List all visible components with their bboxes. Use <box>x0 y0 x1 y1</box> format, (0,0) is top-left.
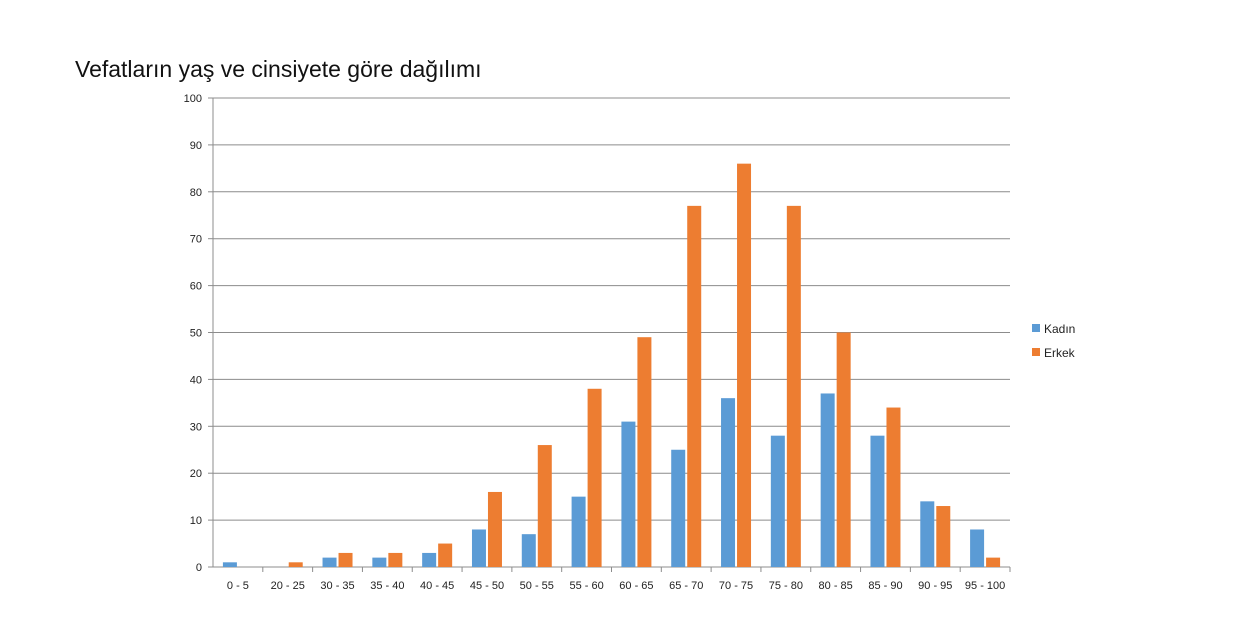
bar-erkek-7 <box>587 388 602 567</box>
legend-swatch <box>1032 348 1040 356</box>
bar-erkek-1 <box>288 562 303 567</box>
chart-title: Vefatların yaş ve cinsiyete göre dağılım… <box>75 56 482 82</box>
bar-erkek-6 <box>537 445 552 567</box>
y-tick-label: 50 <box>190 328 202 340</box>
bar-kad-n-6 <box>521 534 536 567</box>
bar-kad-n-8 <box>621 421 636 567</box>
y-tick-label: 100 <box>184 93 202 105</box>
bar-kad-n-2 <box>322 557 337 567</box>
y-tick-label: 70 <box>190 234 202 246</box>
bar-erkek-9 <box>687 205 702 567</box>
bar-erkek-10 <box>737 163 752 567</box>
bar-kad-n-7 <box>571 496 586 567</box>
bar-erkek-15 <box>986 557 1001 567</box>
bar-erkek-12 <box>836 332 851 567</box>
y-tick-label: 0 <box>196 562 202 574</box>
bar-kad-n-9 <box>671 449 686 567</box>
bar-kad-n-12 <box>820 393 835 567</box>
legend-swatch <box>1032 324 1040 332</box>
bar-kad-n-3 <box>372 557 387 567</box>
y-tick-label: 80 <box>190 187 202 199</box>
x-tick-label: 85 - 90 <box>868 580 902 592</box>
bars <box>222 163 1001 567</box>
x-tick-label: 50 - 55 <box>520 580 554 592</box>
bar-kad-n-11 <box>770 435 785 567</box>
x-tick-label: 80 - 85 <box>819 580 853 592</box>
y-tick-label: 90 <box>190 140 202 152</box>
y-tick-label: 20 <box>190 468 202 480</box>
bar-erkek-5 <box>487 491 502 567</box>
x-tick-label: 90 - 95 <box>918 580 952 592</box>
bar-kad-n-0 <box>222 562 237 567</box>
x-tick-label: 35 - 40 <box>370 580 404 592</box>
bar-erkek-13 <box>886 407 901 567</box>
bar-erkek-14 <box>936 506 951 567</box>
bar-kad-n-15 <box>970 529 985 567</box>
x-tick-label: 60 - 65 <box>619 580 653 592</box>
bar-kad-n-10 <box>721 398 736 567</box>
legend: Kadın Erkek <box>1032 322 1076 360</box>
x-tick-labels: 0 - 5 20 - 25 30 - 35 35 - 40 40 - 45 45 - 50… <box>227 580 1005 592</box>
x-tick-label: 45 - 50 <box>470 580 504 592</box>
bar-erkek-4 <box>438 543 453 567</box>
bar-erkek-2 <box>338 552 353 567</box>
legend-label: Erkek <box>1044 346 1076 360</box>
bar-kad-n-14 <box>920 501 935 567</box>
bar-kad-n-4 <box>422 552 437 567</box>
bar-kad-n-13 <box>870 435 885 567</box>
x-tick-label: 70 - 75 <box>719 580 753 592</box>
x-tick-label: 55 - 60 <box>569 580 603 592</box>
x-tick-label: 75 - 80 <box>769 580 803 592</box>
bar-kad-n-5 <box>471 529 486 567</box>
y-tick-label: 60 <box>190 281 202 293</box>
y-tick-label: 30 <box>190 421 202 433</box>
x-tick-label: 65 - 70 <box>669 580 703 592</box>
gridlines <box>213 97 1010 521</box>
x-tick-label: 0 - 5 <box>227 580 249 592</box>
x-tick-label: 30 - 35 <box>320 580 354 592</box>
x-tick-label: 40 - 45 <box>420 580 454 592</box>
y-tick-labels: 0 10 20 30 40 50 60 70 80 90 100 <box>184 93 202 574</box>
y-tick-label: 40 <box>190 374 202 386</box>
legend-label: Kadın <box>1044 322 1075 336</box>
y-tick-label: 10 <box>190 515 202 527</box>
bar-erkek-8 <box>637 337 652 567</box>
x-tick-label: 95 - 100 <box>965 580 1005 592</box>
bar-erkek-3 <box>388 552 403 567</box>
x-tick-label: 20 - 25 <box>271 580 305 592</box>
bar-erkek-11 <box>786 205 801 567</box>
